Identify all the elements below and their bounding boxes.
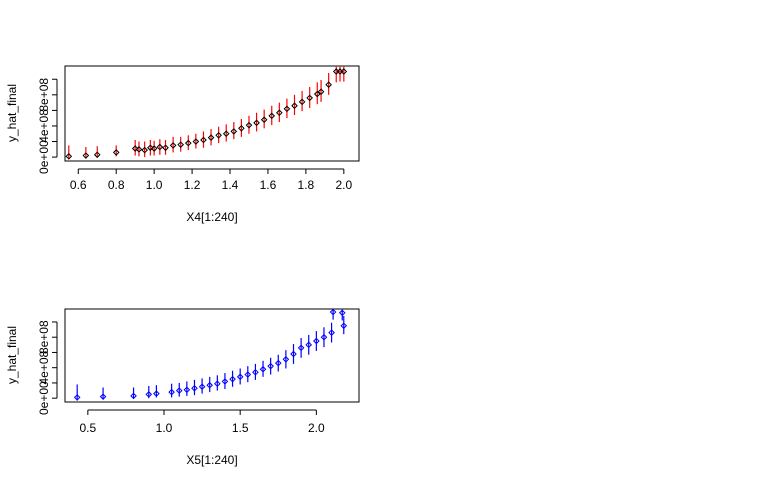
plot-box xyxy=(64,65,360,162)
y-tick-label: 8e+08 xyxy=(37,320,51,354)
data-point xyxy=(214,380,221,388)
data-point xyxy=(147,144,154,152)
data-point xyxy=(198,383,206,391)
plot-box xyxy=(64,308,360,403)
data-point xyxy=(282,356,290,363)
data-point xyxy=(229,375,236,383)
data-marks xyxy=(65,66,348,160)
data-point xyxy=(313,337,320,345)
data-point xyxy=(313,90,321,98)
data-point xyxy=(320,333,328,341)
data-point xyxy=(238,124,245,132)
data-point xyxy=(290,350,297,358)
data-point xyxy=(215,131,222,139)
data-point xyxy=(153,390,160,397)
data-point xyxy=(168,388,175,396)
data-point xyxy=(260,116,268,124)
data-point xyxy=(131,145,139,152)
data-point xyxy=(268,112,276,120)
y-axis-title: y_hat_final xyxy=(5,84,19,142)
data-point xyxy=(297,344,305,352)
data-point xyxy=(306,94,313,102)
x-tick-label: 0.8 xyxy=(108,178,125,192)
data-point xyxy=(183,386,191,394)
data-point xyxy=(244,371,252,378)
data-point xyxy=(253,119,260,127)
y-axis-title: y_hat_final xyxy=(5,326,19,384)
data-point xyxy=(221,378,229,385)
data-point xyxy=(93,151,101,159)
x-tick-label: 1.2 xyxy=(184,178,201,192)
x-tick-label: 0.5 xyxy=(80,421,97,435)
data-point xyxy=(130,392,137,400)
y-tick-label: 0e+00 xyxy=(37,140,51,174)
data-point xyxy=(283,105,291,113)
data-point xyxy=(245,121,253,129)
data-point xyxy=(222,130,230,138)
data-marks xyxy=(73,308,348,401)
data-point xyxy=(156,143,164,151)
data-point xyxy=(99,393,107,400)
x-tick-label: 0.6 xyxy=(70,178,87,192)
data-point xyxy=(259,365,267,373)
x-tick-label: 1.6 xyxy=(260,178,277,192)
data-point xyxy=(65,153,73,160)
data-point xyxy=(206,381,214,389)
data-point xyxy=(325,81,332,88)
data-point xyxy=(150,145,158,152)
data-point xyxy=(236,373,244,381)
x-tick-label: 1.0 xyxy=(156,421,173,435)
data-point xyxy=(338,309,346,317)
x-axis-title: X5[1:240] xyxy=(186,453,237,467)
data-point xyxy=(252,368,259,376)
data-point xyxy=(200,136,207,144)
data-point xyxy=(73,394,81,401)
y-tick-label: 0e+00 xyxy=(37,381,51,415)
y-tick-label: 4e+08 xyxy=(37,351,51,385)
data-point xyxy=(340,68,348,75)
data-point xyxy=(291,102,298,110)
data-point xyxy=(82,152,90,159)
data-point xyxy=(329,308,337,316)
data-point xyxy=(177,141,185,148)
chart-panel-x4: 0.6 0.8 1.0 1.2 1.4 1.6 1.8 2.0 0e+004e+088e+08… xyxy=(5,65,360,224)
data-point xyxy=(175,387,183,394)
data-point xyxy=(267,362,274,370)
data-point xyxy=(145,391,153,398)
y-tick-label: 8e+08 xyxy=(37,78,51,112)
x-tick-label: 2.0 xyxy=(335,178,352,192)
x-tick-label: 1.4 xyxy=(222,178,239,192)
data-point xyxy=(317,88,325,96)
data-point xyxy=(328,329,335,336)
data-point xyxy=(276,109,283,117)
data-point xyxy=(135,146,143,153)
x-axis-title: X4[1:240] xyxy=(186,210,237,224)
data-point xyxy=(207,134,215,141)
y-tick-label: 4e+08 xyxy=(37,109,51,143)
data-point xyxy=(298,98,306,106)
data-point xyxy=(340,322,348,330)
data-point xyxy=(162,144,169,152)
data-point xyxy=(112,149,120,156)
data-point xyxy=(184,139,192,147)
x-tick-label: 1.0 xyxy=(146,178,163,192)
x-tick-label: 1.8 xyxy=(298,178,315,192)
x-tick-label: 2.0 xyxy=(308,421,325,435)
data-point xyxy=(191,384,198,392)
data-point xyxy=(141,146,148,154)
data-point xyxy=(169,142,177,149)
x-tick-label: 1.5 xyxy=(232,421,249,435)
data-point xyxy=(274,359,282,367)
data-point xyxy=(305,341,313,349)
data-point xyxy=(192,138,200,145)
data-point xyxy=(230,128,238,135)
x-axis: 0.5 1.0 1.5 2.0 xyxy=(80,409,325,435)
x-axis: 0.6 0.8 1.0 1.2 1.4 1.6 1.8 2.0 xyxy=(70,168,352,192)
